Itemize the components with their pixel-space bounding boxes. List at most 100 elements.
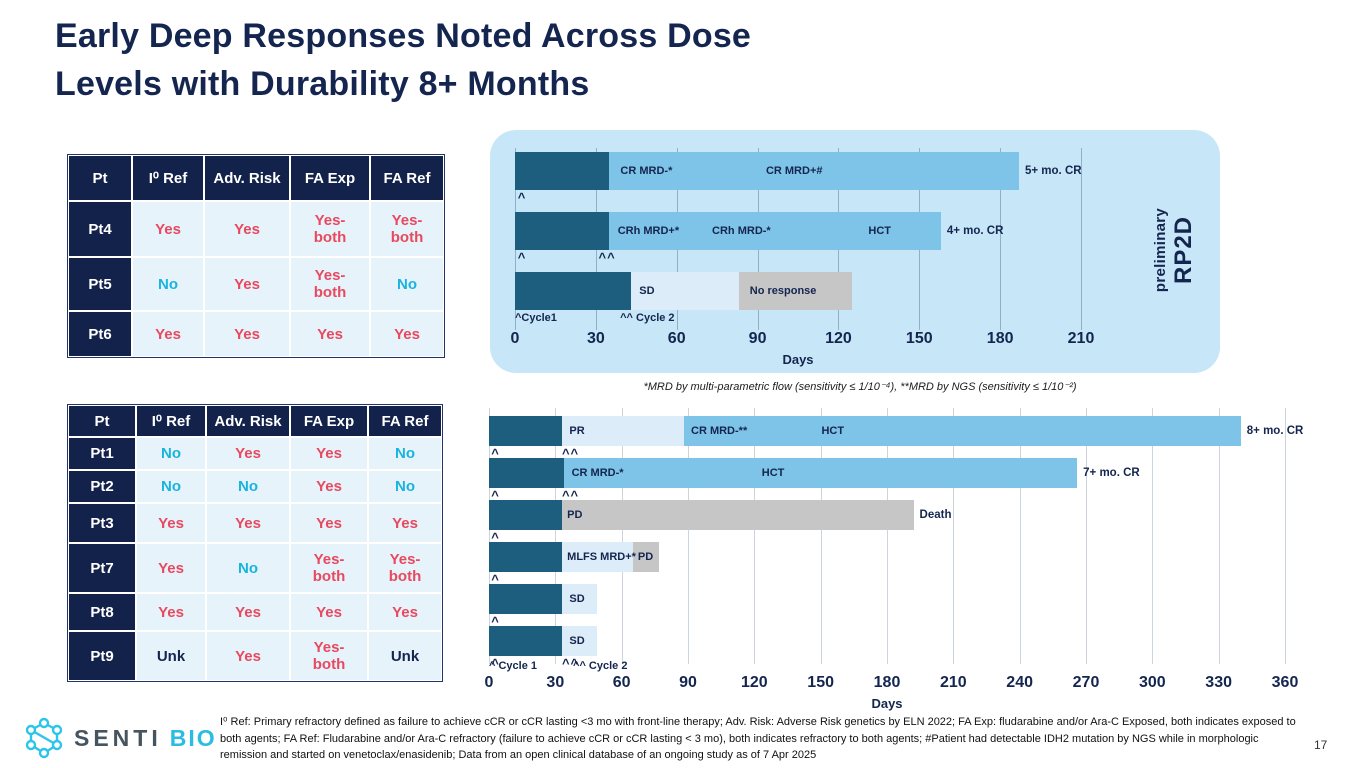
table-cell: Yes- both <box>368 543 442 593</box>
segment-label: PR <box>569 425 585 437</box>
axis-tick-label: 210 <box>1067 330 1095 347</box>
table-row: Pt6 Yes Yes Yes Yes <box>68 311 444 357</box>
gridline <box>555 408 557 664</box>
gridline <box>820 408 822 664</box>
gridline <box>1081 148 1082 330</box>
table-row: Pt1 No Yes Yes No <box>68 437 442 470</box>
table-cell: Yes <box>290 311 370 357</box>
swimmer-segment-dark <box>515 272 631 310</box>
cycle-legend-label: ^Cycle1 <box>515 312 557 324</box>
axis-tick-label: 240 <box>1006 674 1034 691</box>
senti-molecule-icon <box>25 717 63 759</box>
slide-title-line2: Levels with Durability 8+ Months <box>55 65 590 104</box>
cycle-caret: ^ <box>517 190 527 205</box>
cycle-caret: ^ <box>491 656 500 671</box>
segment-label: SD <box>569 635 585 647</box>
swimmer-segment-dark <box>515 212 610 250</box>
table-cell: Yes <box>368 503 442 543</box>
swimmer-segment-gray <box>738 272 852 310</box>
axis-tick-label: 150 <box>807 674 835 691</box>
axis-tick-label: 60 <box>667 330 686 347</box>
table-cell: Yes <box>136 543 206 593</box>
cycle-caret: ^^ <box>561 446 580 461</box>
swimmer-segment-dark <box>489 626 562 656</box>
table-cell: Yes- both <box>370 201 444 257</box>
cycle-caret: ^ <box>491 488 500 503</box>
axis-title: Days <box>782 352 814 367</box>
cycle-caret: ^ <box>491 614 500 629</box>
cycle-caret: ^ <box>491 530 500 545</box>
table-cell: Yes- both <box>290 631 368 681</box>
table-cell: Yes <box>206 631 290 681</box>
gridline <box>1086 408 1087 664</box>
segment-label: SD <box>569 593 585 605</box>
gridline <box>688 408 689 664</box>
patient-table-rp2d: Pt I⁰ Ref Adv. Risk FA Exp FA Ref Pt4 Yes Yes Ye… <box>67 154 445 358</box>
axis-tick-label: 30 <box>546 674 565 691</box>
table-cell: No <box>136 470 206 503</box>
mrd-sensitivity-footnote: *MRD by multi-parametric flow (sensitivi… <box>643 381 1077 393</box>
axis-tick-label: 90 <box>748 330 767 347</box>
axis-title: Days <box>871 696 903 711</box>
swimmer-segment-light <box>561 542 633 572</box>
segment-label: CRh MRD+* <box>617 225 680 237</box>
swimmer-segment-light <box>561 626 598 656</box>
table-cell: Yes <box>290 593 368 631</box>
table-row: Pt3 Yes Yes Yes Yes <box>68 503 442 543</box>
column-header: Pt <box>68 405 136 437</box>
table-cell: Yes <box>136 593 206 631</box>
swimmer-chart-escalation: 0 30 60 90 120 150 180 210 240 270 300 330 360 PR CR M… <box>485 408 1365 718</box>
axis-tick-label: 120 <box>740 674 768 691</box>
swimmer-segment-dark <box>489 416 562 446</box>
table-cell: Yes <box>136 503 206 543</box>
swimmer-segment-mid <box>564 458 1078 488</box>
swimmer-segment-dark <box>489 500 562 530</box>
table-cell: No <box>368 470 442 503</box>
axis-tick-label: 60 <box>612 674 631 691</box>
swimmer-segment-dark <box>489 458 565 488</box>
axis-tick-label: 0 <box>510 330 520 347</box>
column-header: Pt <box>68 155 132 201</box>
cycle-legend-label: ^ Cycle 1 <box>489 660 538 672</box>
bar-end-label: Death <box>919 509 952 521</box>
swimmer-segment-light <box>561 584 598 614</box>
segment-label: PD <box>637 551 654 563</box>
segment-label: HCT <box>821 425 845 437</box>
segment-label: CR MRD-** <box>691 425 748 437</box>
patient-id-cell: Pt5 <box>68 257 132 311</box>
swimmer-segment-light <box>630 272 739 310</box>
gridline <box>621 408 623 664</box>
patient-id-cell: Pt7 <box>68 543 136 593</box>
table-cell: Yes <box>206 593 290 631</box>
table-cell: Yes <box>290 437 368 470</box>
patient-id-cell: Pt4 <box>68 201 132 257</box>
table-header-row: Pt I⁰ Ref Adv. Risk FA Exp FA Ref <box>68 155 444 201</box>
gridline <box>887 408 888 664</box>
segment-label: SD <box>639 285 655 297</box>
slide-title-line1: Early Deep Responses Noted Across Dose <box>55 17 752 55</box>
segment-label: CRh MRD-* <box>712 225 771 237</box>
gridline <box>1000 148 1002 330</box>
table-cell: Yes <box>368 593 442 631</box>
slide-title: Early Deep Responses Noted Across Dose L… <box>55 12 751 109</box>
segment-label: No response <box>749 285 817 297</box>
gridline <box>1152 408 1154 664</box>
column-header: I⁰ Ref <box>132 155 204 201</box>
table-header-row: Pt I⁰ Ref Adv. Risk FA Exp FA Ref <box>68 405 442 437</box>
gridline <box>1218 408 1220 664</box>
table-cell: No <box>132 257 204 311</box>
swimmer-segment-dark <box>489 584 562 614</box>
swimmer-segment-light <box>561 416 684 446</box>
column-header: Adv. Risk <box>206 405 290 437</box>
table-cell: Yes- both <box>290 543 368 593</box>
table-cell: Yes <box>290 470 368 503</box>
table-cell: No <box>206 543 290 593</box>
logo-bio-text: BIO <box>169 724 217 751</box>
cycle-legend-label: ^^ Cycle 2 <box>573 660 628 672</box>
axis-tick-label: 300 <box>1138 674 1166 691</box>
patient-id-cell: Pt8 <box>68 593 136 631</box>
table-cell: Yes <box>206 437 290 470</box>
axis-tick-label: 330 <box>1205 674 1233 691</box>
patient-id-cell: Pt9 <box>68 631 136 681</box>
table-row: Pt2 No No Yes No <box>68 470 442 503</box>
